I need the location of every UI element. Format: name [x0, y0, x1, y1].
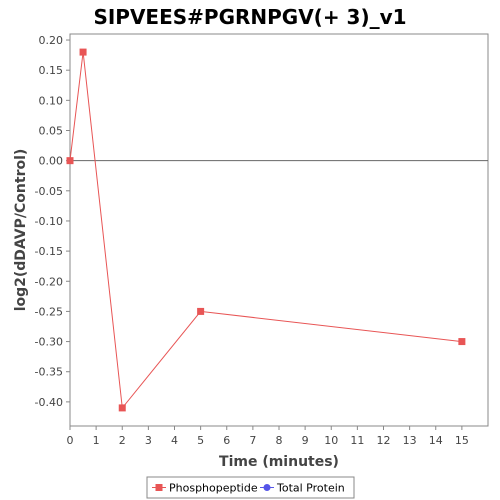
y-tick-label: 0.10 — [39, 94, 64, 107]
legend-marker — [155, 484, 163, 491]
y-axis-label: log2(dDAVP/Control) — [13, 149, 29, 312]
plot-area: 0.20 0.15 0.10 0.05 0.00 -0.05 -0.10 -0.15 -0.20… — [35, 33, 489, 447]
data-point — [79, 48, 87, 56]
y-tick-label: 0.20 — [39, 34, 64, 47]
data-point — [458, 338, 466, 346]
x-tick-label: 8 — [276, 434, 283, 447]
y-tick-label: -0.35 — [35, 366, 63, 379]
legend-label: Total Protein — [276, 482, 345, 495]
y-tick-label: -0.40 — [35, 396, 63, 409]
x-tick-label: 12 — [377, 434, 391, 447]
x-tick-label: 1 — [93, 434, 100, 447]
chart-title: SIPVEES#PGRNPGV(+ 3)_v1 — [93, 5, 406, 29]
data-point — [197, 307, 205, 315]
legend-label: Phosphopeptide — [169, 482, 258, 495]
x-tick-label: 6 — [223, 434, 230, 447]
y-tick-label: 0.00 — [39, 155, 64, 168]
x-tick-label: 4 — [171, 434, 178, 447]
y-tick-label: 0.15 — [39, 64, 64, 77]
legend-box — [146, 476, 355, 499]
y-tick-label: 0.05 — [39, 124, 64, 137]
y-tick-label: -0.30 — [35, 336, 63, 349]
y-tick-label: -0.10 — [35, 215, 63, 228]
legend: Phosphopeptide Total Protein — [146, 476, 355, 499]
x-tick-label: 13 — [403, 434, 417, 447]
y-tick-label: -0.05 — [35, 185, 63, 198]
data-point — [118, 404, 126, 412]
x-axis-label: Time (minutes) — [219, 454, 339, 470]
x-tick-label: 7 — [249, 434, 256, 447]
y-tick-label: -0.20 — [35, 275, 63, 288]
x-tick-label: 9 — [302, 434, 309, 447]
x-tick-label: 11 — [350, 434, 364, 447]
x-tick-label: 0 — [67, 434, 74, 447]
x-tick-label: 5 — [197, 434, 204, 447]
x-tick-label: 3 — [145, 434, 152, 447]
data-point — [66, 157, 74, 165]
y-tick-label: -0.25 — [35, 305, 63, 318]
x-tick-label: 2 — [119, 434, 126, 447]
legend-marker — [263, 484, 271, 491]
x-tick-label: 15 — [455, 434, 469, 447]
x-tick-label: 14 — [429, 434, 443, 447]
y-tick-label: -0.15 — [35, 245, 63, 258]
x-tick-label: 10 — [324, 434, 338, 447]
plot-frame — [69, 33, 489, 427]
